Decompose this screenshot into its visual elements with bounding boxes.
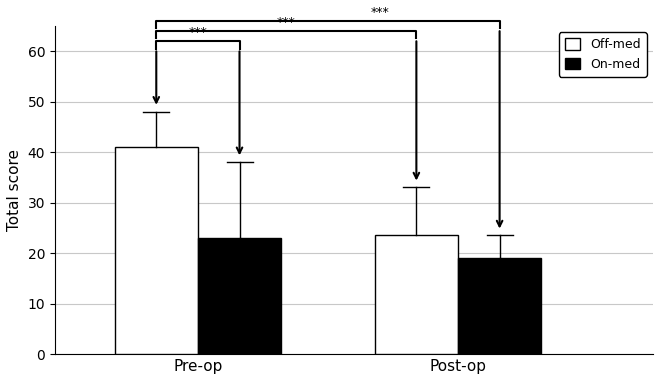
- Bar: [115, 147, 198, 354]
- Bar: [458, 258, 541, 354]
- Text: ***: ***: [277, 16, 296, 29]
- Text: ***: ***: [370, 6, 389, 19]
- Bar: [375, 235, 458, 354]
- Legend: Off-med, On-med: Off-med, On-med: [558, 32, 647, 77]
- Y-axis label: Total score: Total score: [7, 149, 22, 231]
- Bar: [198, 238, 281, 354]
- Text: ***: ***: [189, 26, 207, 40]
